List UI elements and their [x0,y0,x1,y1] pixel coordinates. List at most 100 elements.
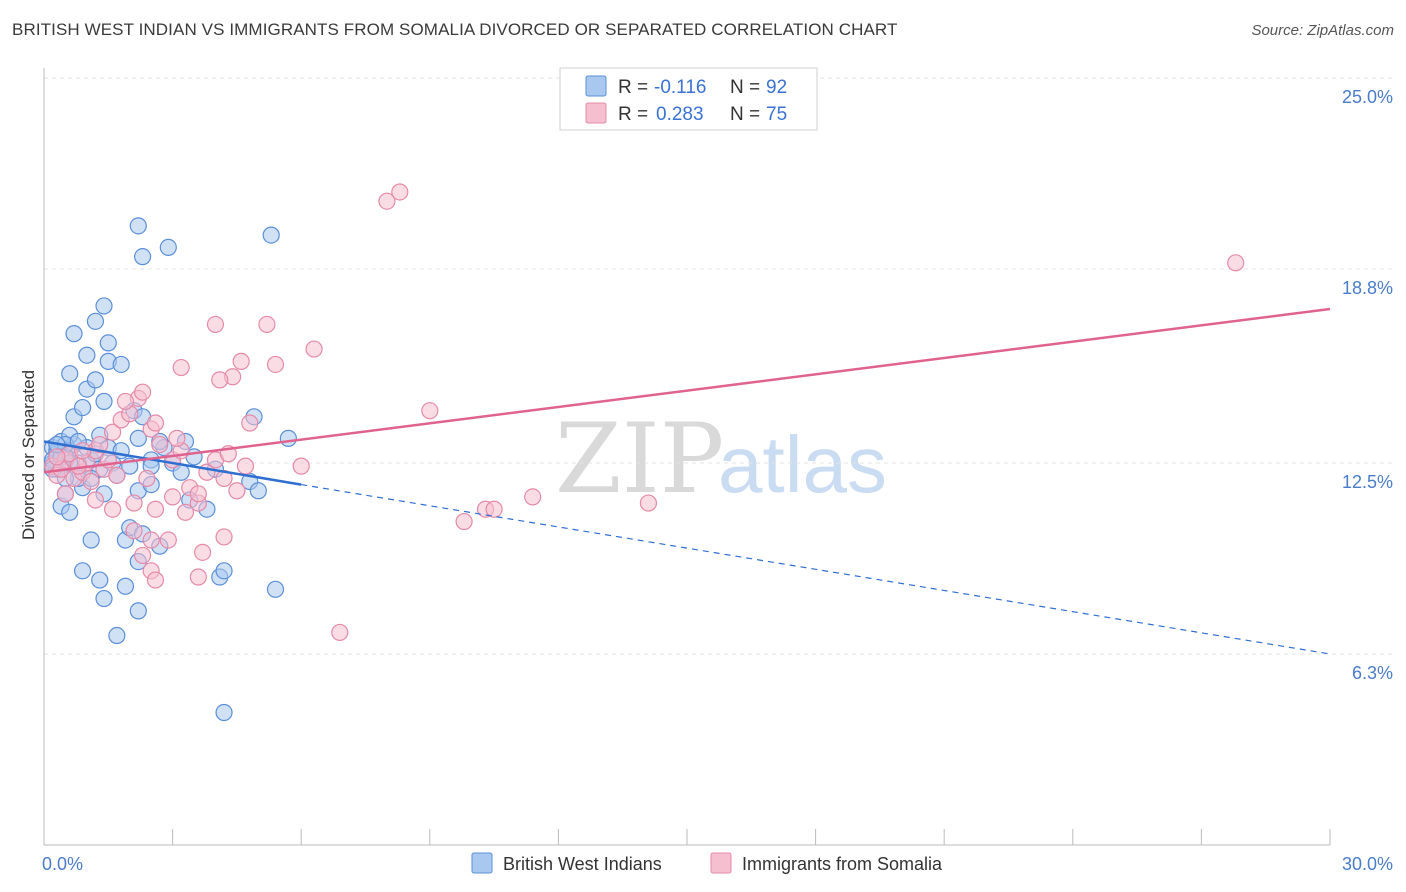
data-point-blue [65,325,83,343]
trend-line-blue-extrapolated [301,483,1331,655]
data-point-blue [95,589,113,608]
data-point-blue [82,531,100,549]
data-point-blue [133,248,152,266]
bottom-legend-label-pink: Immigrants from Somalia [742,854,943,874]
data-point-pink [138,469,156,488]
data-point-pink [524,488,542,506]
legend-swatch-pink [585,102,607,124]
data-point-pink [48,448,66,466]
data-point-pink [133,383,152,401]
legend-r-label: R = [618,104,648,125]
data-point-pink [232,352,250,370]
data-point-blue [99,334,117,352]
data-point-pink [189,568,207,586]
data-point-pink [331,623,349,642]
chart-title: BRITISH WEST INDIAN VS IMMIGRANTS FROM S… [12,20,898,39]
bottom-legend-swatch-pink [710,852,732,874]
series-legend: British West Indians Immigrants from Som… [471,852,943,874]
legend-n-value-pink: 75 [766,104,787,125]
data-point-pink [421,402,439,420]
data-point-pink [639,494,658,512]
x-tick-label: 0.0% [42,854,83,874]
data-point-blue [86,312,105,330]
trend-line-pink [43,307,1331,474]
data-point-pink [1227,254,1245,272]
watermark-atlas-text: atlas [718,420,887,509]
data-point-pink [103,423,122,441]
legend-r-label: R = [618,77,648,98]
data-point-pink [159,531,177,549]
watermark: ZIP atlas [555,403,887,515]
data-point-blue [266,580,285,598]
y-tick-label: 25.0% [1342,87,1393,107]
data-point-pink [172,358,190,377]
data-point-blue [73,398,92,417]
data-point-blue [61,503,79,521]
data-point-pink [146,414,165,432]
data-point-pink [56,485,75,503]
bottom-legend-swatch-blue [471,852,493,874]
data-point-pink [142,531,160,549]
y-tick-label: 6.3% [1352,663,1393,683]
data-point-pink [73,442,92,460]
data-point-pink [266,355,285,374]
data-point-pink [194,543,212,561]
data-point-pink [206,315,225,334]
data-point-blue [116,577,135,595]
bottom-legend-label-blue: British West Indians [503,854,662,874]
legend-r-value-pink: 0.283 [656,104,704,125]
data-point-pink [211,371,229,389]
correlation-legend: R = -0.116 N = 92 R = 0.283 N = 75 [559,67,818,131]
data-point-blue [215,703,233,722]
data-point-pink [91,435,109,454]
data-point-pink [103,500,122,518]
x-tick-label: 30.0% [1342,854,1393,874]
data-point-pink [215,528,233,546]
y-tick-label: 18.8% [1342,278,1393,298]
data-point-blue [249,482,267,500]
data-point-blue [279,429,297,447]
data-point-blue [91,571,109,589]
data-point-pink [236,457,255,475]
data-point-blue [95,392,113,411]
data-point-pink [108,466,126,484]
source-credit: Source: ZipAtlas.com [1251,22,1394,39]
legend-swatch-blue [585,75,607,97]
data-point-pink [125,522,143,540]
y-tick-labels: 25.0% 18.8% 12.5% 6.3% [1342,87,1393,683]
data-point-pink [82,472,100,491]
data-point-blue [61,365,79,383]
data-point-pink [116,392,135,411]
data-point-pink [125,494,143,512]
data-point-pink [485,500,503,518]
data-point-pink [146,571,165,589]
data-point-pink [146,500,165,518]
legend-n-label: N = [730,104,760,125]
data-point-blue [215,562,233,580]
data-point-blue [78,346,96,364]
data-point-blue [108,626,126,645]
y-axis-label: Divorced or Separated [19,370,38,540]
data-point-pink [228,482,246,500]
data-point-blue [129,217,147,235]
data-point-pink [258,315,276,334]
data-point-pink [241,414,259,432]
data-point-pink [133,546,152,565]
data-point-pink [378,192,396,210]
legend-n-value-blue: 92 [766,77,787,98]
data-point-blue [73,562,92,580]
data-point-blue [159,238,177,257]
watermark-zip-text: ZIP [555,403,724,515]
data-point-pink [391,183,409,201]
y-tick-label: 12.5% [1342,472,1393,492]
data-point-blue [129,429,147,447]
trend-lines [43,307,1331,655]
data-point-pink [455,512,473,531]
data-point-blue [95,297,113,315]
data-point-blue [129,602,147,620]
data-point-blue [262,226,280,244]
trend-line-blue [43,440,302,486]
data-point-pink [305,340,323,358]
legend-n-label: N = [730,77,760,98]
data-point-pink [86,491,105,509]
